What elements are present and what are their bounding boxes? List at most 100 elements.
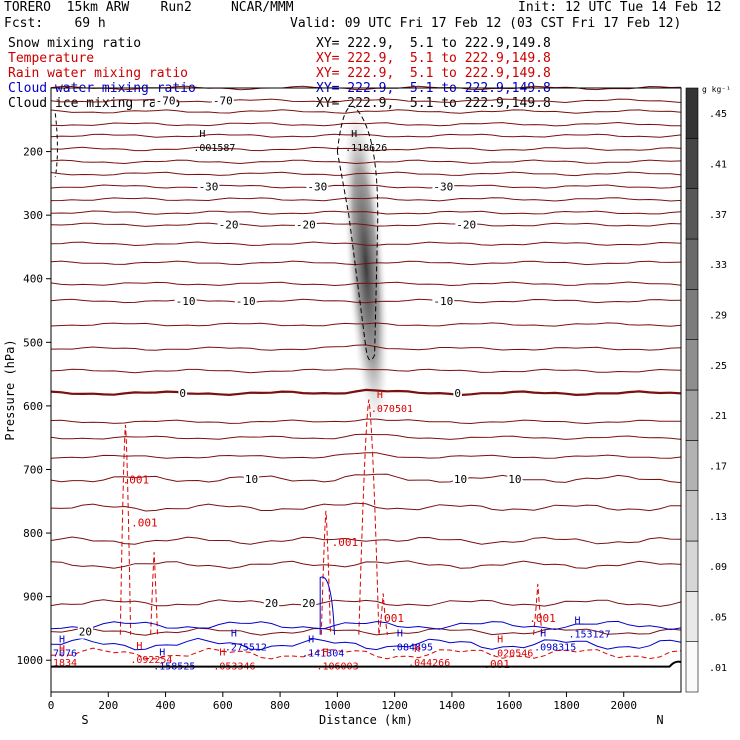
y-tick-label: 500	[23, 336, 43, 349]
max-value: .098315	[534, 642, 576, 653]
label-bg	[174, 294, 197, 308]
rain-contour	[150, 552, 159, 635]
max-marker: H	[59, 635, 65, 646]
max-marker: H	[574, 616, 580, 627]
max-value: .001587	[193, 143, 235, 154]
field-xy-rain: XY= 222.9, 5.1 to 222.9,149.8	[316, 66, 551, 81]
isotherm-label: -70	[213, 95, 233, 108]
isotherm-line	[50, 536, 682, 545]
rain-001-label: .001	[131, 517, 158, 530]
isotherm-label: 20	[302, 597, 315, 610]
isotherm-line	[50, 322, 682, 327]
contour-labels: -70 -70 -30 -30 -30 -20 -20 -20 -10 -10 -10 0 0 10 10 1…	[77, 94, 523, 639]
isotherm-label: -30	[199, 181, 219, 194]
max-value: .020546	[491, 649, 533, 660]
label-bg	[197, 180, 220, 194]
y-tick-label: 700	[23, 463, 43, 476]
max-value: .044266	[408, 658, 450, 669]
label-bg	[154, 94, 177, 108]
rain-contour	[533, 583, 543, 635]
isotherm-line	[50, 418, 681, 425]
init-time: Init: 12 UTC Tue 14 Feb 12	[518, 0, 722, 15]
max-marker: H	[199, 129, 205, 140]
isotherm-line	[50, 281, 682, 287]
run-title: TORERO 15km ARW Run2 NCAR/MMM	[4, 0, 294, 15]
field-name-snow: Snow mixing ratio	[8, 36, 142, 51]
max-value: .275512	[225, 642, 267, 653]
x-tick-label: 1200	[381, 699, 408, 712]
scale-swatch	[685, 490, 699, 542]
scale-label: .05	[709, 613, 727, 624]
isotherm-line	[50, 171, 682, 177]
rain-contour	[50, 647, 682, 660]
cloud-ice-contour	[336, 105, 379, 361]
isotherm-line	[50, 210, 682, 215]
label-bg	[507, 473, 523, 487]
valid-time: Valid: 09 UTC Fri 17 Feb 12 (03 CST Fri …	[290, 16, 682, 31]
scale-swatch	[685, 440, 699, 491]
x-tick-label: 600	[213, 699, 233, 712]
y-tick-label: 200	[23, 146, 43, 159]
cloud-ice-contours	[54, 105, 379, 361]
rain-001-label: .001	[377, 612, 404, 625]
label-bg	[263, 596, 280, 610]
isotherm-line	[50, 298, 682, 304]
isotherm-label: -10	[236, 295, 256, 308]
isotherm-line	[50, 146, 682, 152]
isotherm-line	[50, 627, 682, 636]
max-marker: H	[322, 647, 328, 658]
isotherm-line	[50, 121, 681, 127]
scale-label: .21	[709, 411, 727, 422]
field-name-rain: Rain water mixing ratio	[8, 66, 189, 81]
isotherm-label: 10	[245, 473, 258, 486]
x-tick-label: 800	[270, 699, 290, 712]
isotherm-line	[50, 197, 682, 202]
scale-swatch	[685, 188, 699, 240]
rain-001-label: .001	[529, 612, 556, 625]
cloud-water-contour	[50, 620, 682, 631]
isotherm-label: 10	[454, 473, 467, 486]
max-marker: H	[59, 644, 65, 655]
isotherm-label: 0	[179, 387, 186, 400]
x-tick-label: 1000	[324, 699, 351, 712]
max-value: 1834	[53, 658, 77, 669]
north-label: N	[656, 713, 663, 727]
label-bg	[432, 180, 455, 194]
rain-contour	[378, 593, 388, 635]
label-bg	[243, 473, 260, 487]
isotherm-line	[50, 98, 682, 104]
scale-swatch	[685, 339, 699, 391]
scale-label: .45	[709, 109, 727, 120]
isotherm-line	[50, 473, 682, 484]
label-bg	[211, 94, 234, 108]
cloud-water-contour	[50, 637, 682, 651]
max-marker: H	[351, 129, 357, 140]
label-bg	[453, 387, 462, 401]
scale-label: .25	[709, 361, 727, 372]
rain-contour	[320, 510, 331, 635]
isotherm-line	[50, 159, 682, 165]
isotherm-label: 20	[79, 626, 92, 639]
isotherm-label: -20	[296, 219, 316, 232]
scale-swatch	[685, 87, 699, 139]
y-tick-label: 300	[23, 209, 43, 222]
x-tick-label: 1600	[496, 699, 523, 712]
cloud-water-contours	[50, 576, 682, 651]
x-tick-label: 1400	[439, 699, 466, 712]
scale-label: .29	[709, 311, 727, 322]
isotherm-line	[50, 133, 682, 138]
scale-label: .33	[709, 260, 727, 271]
scale-label: .37	[709, 210, 727, 221]
max-value: 7076	[53, 649, 77, 660]
isotherm-label: -70	[156, 95, 176, 108]
rain-contours	[50, 399, 682, 660]
snow-shading	[342, 91, 390, 441]
max-marker: H	[414, 644, 420, 655]
isotherm-line	[50, 260, 682, 266]
scale-swatch	[685, 289, 699, 340]
field-name-temperature: Temperature	[8, 51, 95, 66]
rain-contour	[358, 399, 380, 635]
label-bg	[178, 387, 188, 401]
max-marker: H	[159, 647, 165, 658]
max-marker: H	[231, 628, 237, 639]
